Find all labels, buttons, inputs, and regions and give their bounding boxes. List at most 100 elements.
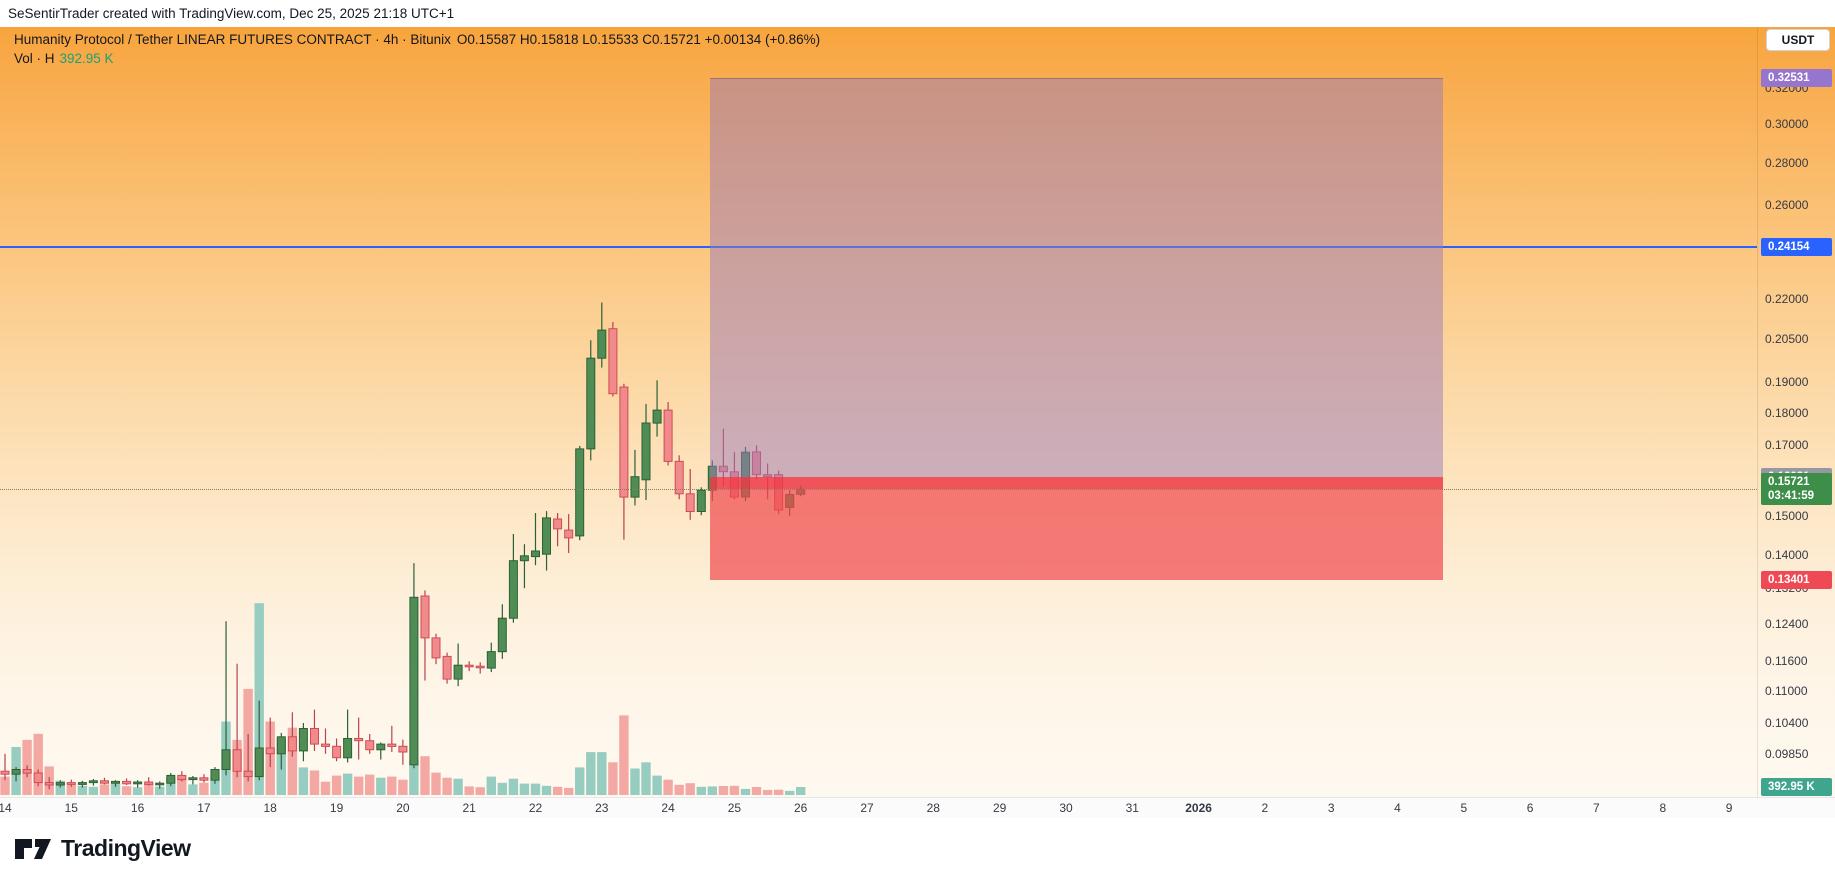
volume-bar [420, 756, 430, 795]
price-tick: 0.18000 [1765, 405, 1809, 420]
symbol-title[interactable]: Humanity Protocol / Tether LINEAR FUTURE… [14, 32, 451, 47]
volume-bar [475, 787, 485, 795]
position-entry-band[interactable] [710, 476, 1443, 490]
page-footer: TradingView [0, 818, 1835, 883]
candle-body [497, 617, 507, 653]
stop-price-label[interactable]: 0.13401 [1761, 570, 1832, 589]
time-tick: 7 [1593, 801, 1600, 815]
volume-bar [254, 603, 264, 795]
time-tick: 2026 [1185, 801, 1212, 815]
volume-bar [155, 786, 165, 795]
price-tick: 0.12400 [1765, 616, 1809, 631]
volume-bar [376, 777, 386, 795]
current-price-dotted-line [0, 489, 1757, 491]
volume-bar [342, 773, 353, 795]
time-tick: 16 [130, 801, 145, 815]
time-tick: 23 [595, 801, 609, 815]
price-tick: 0.09850 [1765, 746, 1809, 761]
volume-bar [530, 783, 541, 795]
volume-bar [508, 778, 519, 795]
volume-bar [409, 760, 419, 795]
candle-body [442, 655, 452, 680]
candle-body [608, 328, 618, 395]
volume-bar [608, 762, 618, 795]
candle-body [553, 518, 563, 530]
time-tick: 4 [1394, 801, 1401, 815]
attribution-text: SeSentirTrader created with TradingView.… [8, 6, 455, 21]
time-tick: 24 [661, 801, 675, 815]
candle-body [641, 422, 651, 481]
volume-bar [641, 762, 651, 795]
position-stop-zone[interactable] [710, 489, 1443, 580]
time-tick: 27 [860, 801, 874, 815]
time-tick: 17 [197, 801, 211, 815]
volume-bar [707, 786, 717, 795]
candle-body [144, 781, 154, 785]
candle-body [343, 738, 353, 759]
candle-body [685, 493, 695, 512]
candle-body [177, 774, 187, 781]
price-tick: 0.14000 [1765, 548, 1809, 562]
hline-price-label[interactable]: 0.24154 [1761, 237, 1832, 256]
time-tick: 31 [1125, 801, 1139, 815]
price-tick: 0.11600 [1765, 654, 1808, 669]
candle-body [88, 780, 98, 784]
volume-bar [663, 779, 673, 795]
candle-body [243, 770, 253, 778]
candle-body [575, 448, 585, 537]
volume-bar [442, 777, 452, 795]
time-tick: 15 [64, 801, 78, 815]
candle-body [332, 745, 342, 759]
time-axis[interactable]: 14 15 16 17 18 19 20 21 22 23 24 25 26 27 28 29 30 31 2026… [0, 797, 1835, 818]
volume-bar [464, 786, 474, 795]
volume-bar [575, 767, 585, 795]
volume-bar [309, 770, 320, 795]
tradingview-logo[interactable]: TradingView [14, 835, 191, 862]
candle-body [564, 529, 574, 539]
candle-body [409, 596, 419, 766]
price-tick: 0.15000 [1765, 509, 1809, 523]
target-price-label[interactable]: 0.32531 [1761, 69, 1832, 88]
position-target-zone[interactable] [710, 78, 1443, 477]
volume-bar [564, 787, 574, 795]
candle-body [188, 777, 198, 781]
candle-body [475, 665, 485, 669]
candlestick-chart[interactable] [0, 27, 1757, 797]
time-tick: 20 [396, 801, 410, 815]
price-tick: 0.22000 [1765, 292, 1809, 307]
volume-bar [619, 715, 629, 795]
volume-bar [144, 783, 154, 795]
candle-body [431, 637, 441, 659]
volume-indicator-value: 392.95 K [59, 51, 114, 66]
time-tick: 5 [1460, 801, 1468, 815]
volume-bar [166, 778, 176, 795]
volume-bar [453, 778, 463, 795]
currency-toggle-button[interactable]: USDT [1766, 29, 1830, 51]
volume-bar [320, 781, 331, 795]
candle-body [77, 782, 87, 785]
price-tick: 0.28000 [1765, 156, 1809, 171]
volume-bar [287, 727, 298, 795]
volume-bar [729, 785, 740, 795]
volume-indicator-label[interactable]: Vol · H [14, 51, 55, 66]
candle-body [265, 747, 275, 755]
candle-body [310, 728, 319, 745]
time-tick: 22 [528, 801, 543, 815]
chart-panel[interactable]: Humanity Protocol / Tether LINEAR FUTURE… [0, 27, 1835, 797]
time-tick: 29 [993, 801, 1007, 815]
price-tick: 0.19000 [1765, 375, 1809, 390]
candle-body [100, 780, 109, 784]
candle-body [376, 743, 386, 751]
current-price-label[interactable]: 0.15721 03:41:59 [1761, 473, 1832, 506]
candle-body [519, 555, 529, 562]
candle-body [630, 476, 640, 498]
volume-bar [597, 752, 607, 795]
volume-bar [751, 787, 762, 795]
price-axis[interactable]: 0.32000 0.30000 0.28000 0.26000 0.22000 0.205… [1757, 27, 1835, 797]
volume-bar [210, 776, 220, 795]
volume-bar [696, 786, 706, 795]
volume-bar [796, 787, 806, 795]
volume-bar [718, 786, 729, 795]
volume-value-label[interactable]: 392.95 K [1761, 778, 1832, 796]
volume-bar [685, 783, 695, 795]
